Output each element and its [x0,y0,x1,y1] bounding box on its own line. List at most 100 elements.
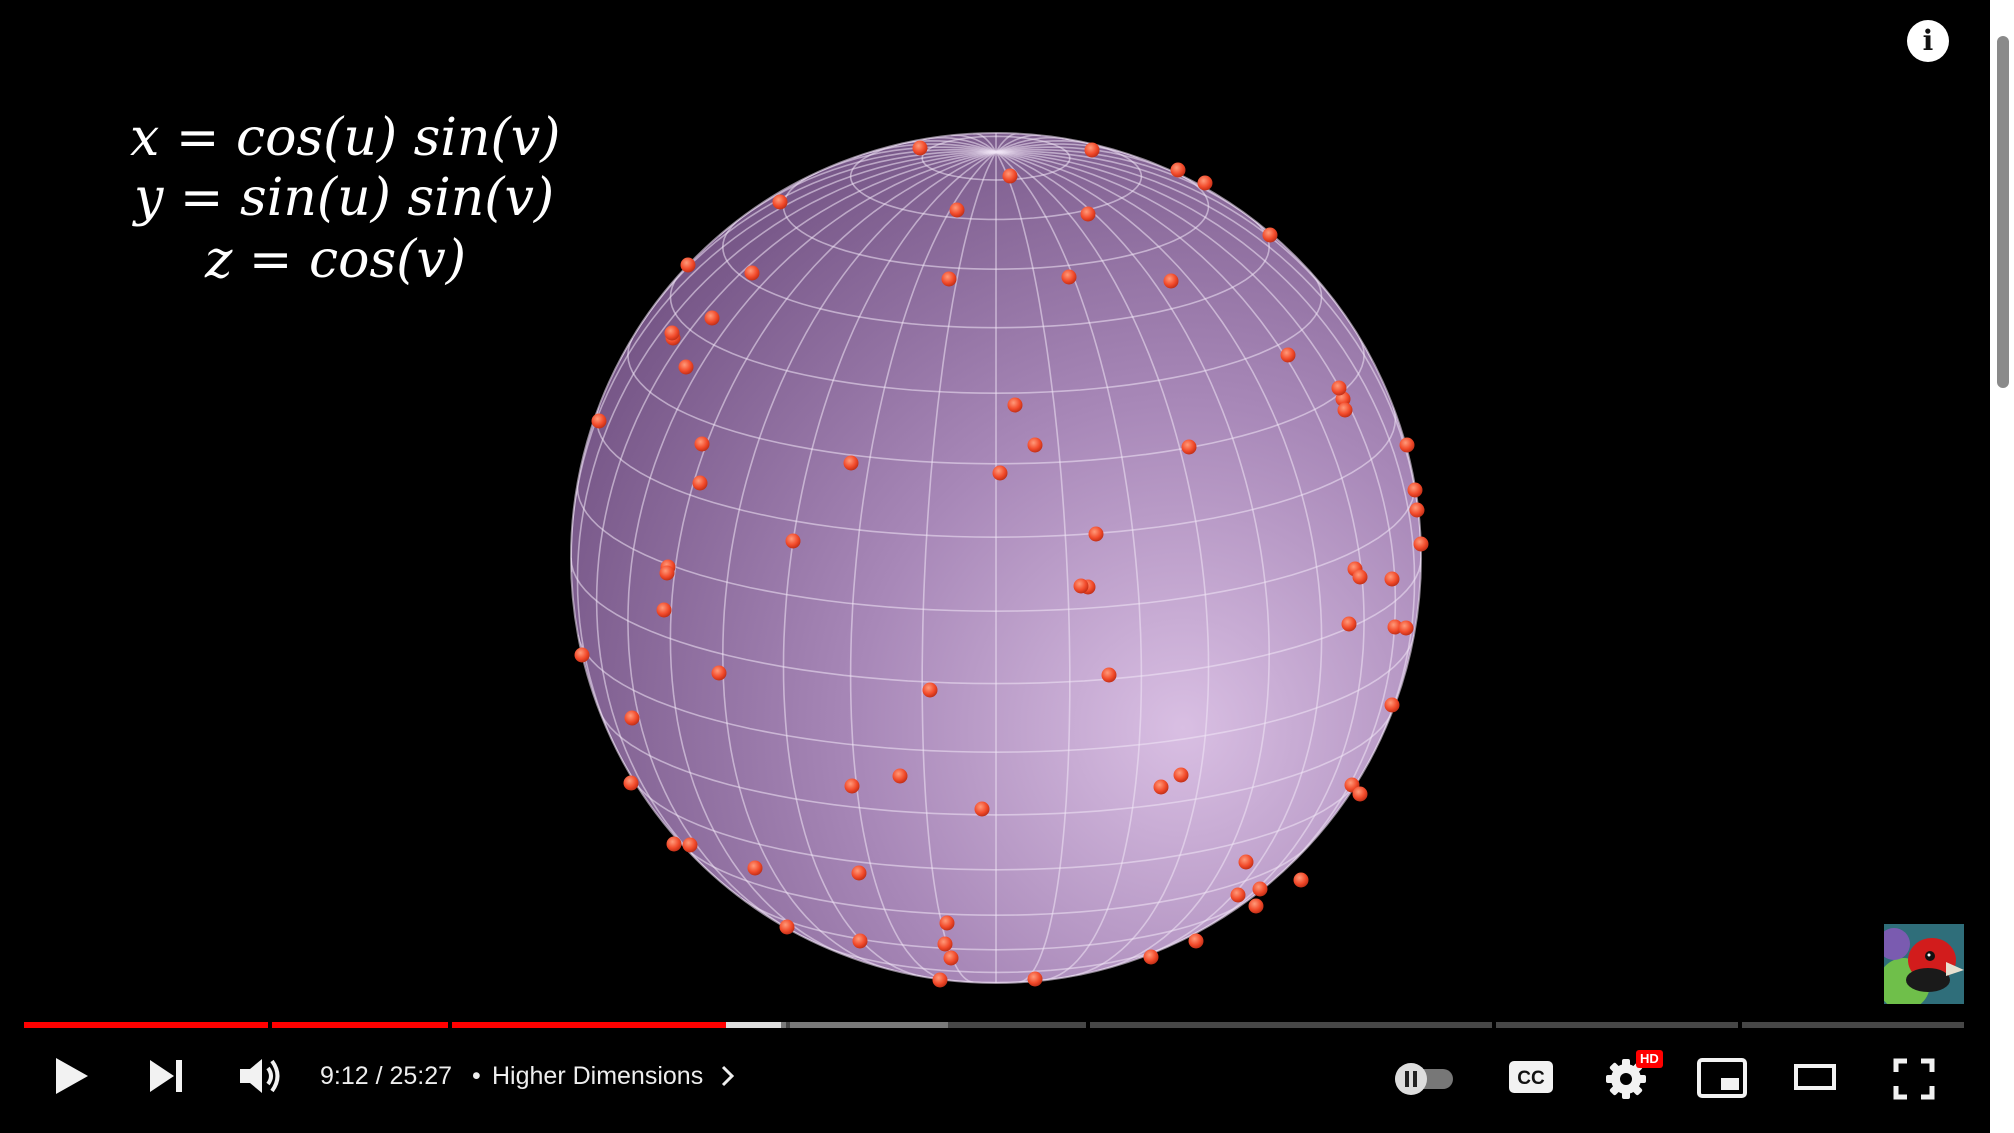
sample-points [574,140,1429,988]
sample-point [1331,380,1347,396]
sample-point [1352,786,1368,802]
sample-point [591,413,607,429]
sample-point [1409,502,1425,518]
equation-y: y = sin(u) sin(v) [134,168,555,228]
fullscreen-button[interactable] [1893,1058,1935,1100]
sample-point [1101,667,1117,683]
sample-point [892,768,908,784]
sample-point [939,915,955,931]
gear-icon [1606,1059,1646,1099]
settings-button[interactable] [1604,1057,1648,1101]
sample-point [1398,620,1414,636]
sample-point [1088,526,1104,542]
chapter-segment[interactable] [272,1022,448,1028]
chapter-segment[interactable] [1496,1022,1738,1028]
channel-watermark[interactable] [1884,924,1964,1004]
sample-point [694,436,710,452]
sample-point [1337,402,1353,418]
sample-point [1027,971,1043,987]
chapter-segment[interactable] [790,1022,1086,1028]
miniplayer-icon [1697,1058,1747,1098]
play-button[interactable] [50,1054,92,1098]
next-button[interactable] [146,1056,186,1096]
autoplay-toggle-icon [1395,1063,1453,1095]
sample-point [1080,206,1096,222]
sample-point [974,801,990,817]
sample-point [1230,887,1246,903]
equation-z: z = cos(v) [205,230,467,290]
sample-point [623,775,639,791]
sample-point [1252,881,1268,897]
sample-point [747,860,763,876]
volume-icon [240,1059,280,1093]
sample-point [744,265,760,281]
sample-point [711,665,727,681]
info-icon[interactable]: i [1907,20,1949,62]
sample-point [682,837,698,853]
sample-point [692,475,708,491]
sample-point [912,140,928,156]
sample-point [1173,767,1189,783]
sample-point [943,950,959,966]
sample-point [1181,439,1197,455]
sample-point [852,933,868,949]
sample-point [1084,142,1100,158]
sample-point [779,919,795,935]
sample-point [678,359,694,375]
sample-point [1387,619,1403,635]
chapter-separator: • [472,1062,481,1090]
sample-point [704,310,720,326]
sample-point [922,682,938,698]
sample-point [574,647,590,663]
equation-x: x = cos(u) sin(v) [130,108,561,168]
sample-point [1293,872,1309,888]
svg-text:CC: CC [1517,1068,1545,1089]
video-frame[interactable] [0,0,1990,1010]
mute-button[interactable] [238,1056,282,1096]
chapter-segment[interactable] [1742,1022,1964,1028]
hd-badge: HD [1636,1050,1663,1068]
sample-point [851,865,867,881]
played-fill [24,1022,268,1028]
sample-point [624,710,640,726]
sample-point [937,936,953,952]
page-scrollbar[interactable] [1990,0,2014,1133]
sample-point [1143,949,1159,965]
sample-point [1188,933,1204,949]
play-icon [56,1058,88,1094]
captions-button[interactable]: CC [1508,1060,1554,1094]
sample-point [1002,168,1018,184]
sample-point [1407,482,1423,498]
sample-point [1163,273,1179,289]
sample-point [844,778,860,794]
sample-point [1384,697,1400,713]
autoplay-toggle[interactable] [1391,1061,1457,1095]
fullscreen-icon [1893,1058,1935,1100]
sample-point [1262,227,1278,243]
sample-point [949,202,965,218]
sample-point [1073,578,1089,594]
sample-point [680,257,696,273]
chapter-title-button[interactable]: Higher Dimensions [492,1059,738,1093]
sphere [570,132,1422,984]
sample-point [992,465,1008,481]
progress-bar[interactable] [24,1022,1964,1028]
sample-point [941,271,957,287]
sample-point [932,972,948,988]
sample-point [656,602,672,618]
chapter-segment[interactable] [24,1022,268,1028]
sample-point [1027,437,1043,453]
theater-mode-button[interactable] [1794,1062,1836,1092]
page-scrollbar-thumb[interactable] [1997,36,2009,388]
sample-point [1352,569,1368,585]
next-icon [150,1060,182,1092]
miniplayer-button[interactable] [1697,1058,1747,1098]
chapter-segment[interactable] [528,1022,786,1028]
sample-point [772,194,788,210]
sample-point [785,533,801,549]
sample-point [1238,854,1254,870]
chapter-segment[interactable] [1090,1022,1492,1028]
sample-point [1280,347,1296,363]
sample-point [1384,571,1400,587]
